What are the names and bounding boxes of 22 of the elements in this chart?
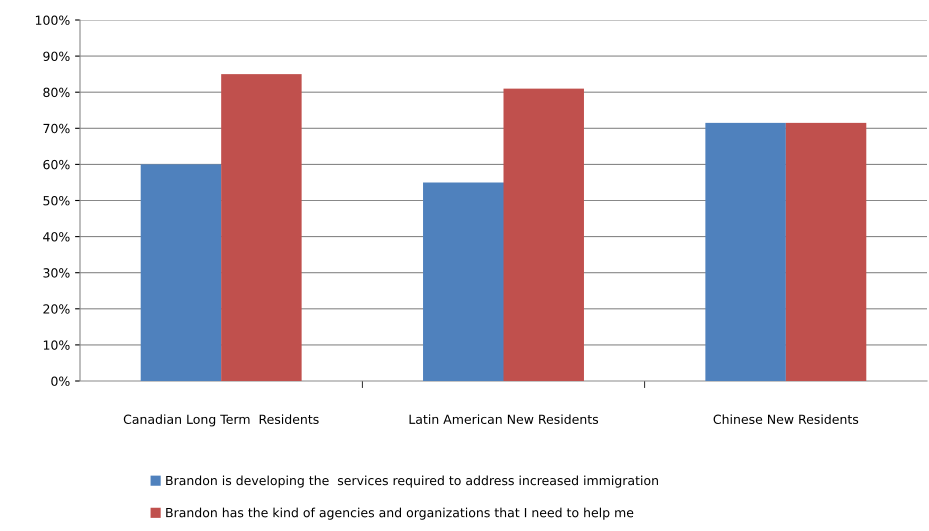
y-tick-label: 10% [44, 340, 70, 350]
y-tick-label: 20% [43, 304, 70, 314]
y-tick-label: 30% [43, 268, 70, 278]
x-tick-label: Canadian Long Term Residents [124, 414, 319, 426]
y-tick-label: 100% [36, 15, 70, 25]
y-tick-label: 60% [43, 160, 70, 170]
bar [786, 122, 866, 381]
y-tick-label: 50% [43, 196, 70, 206]
x-tick-label: Chinese New Residents [714, 414, 858, 424]
x-tick-label: Latin American New Residents [410, 414, 598, 424]
y-tick-label: 0% [51, 376, 70, 386]
legend-label: Brandon has the kind of agencies and organizations that I need to help me [166, 508, 634, 520]
legend-label: Brandon is developing the services required to address increased immigration [166, 476, 658, 488]
y-tick-label: 70% [44, 124, 70, 134]
y-tick-label: 80% [43, 88, 70, 98]
bar [140, 164, 222, 381]
y-tick-label: 40% [43, 232, 70, 242]
bar [504, 88, 584, 381]
bar [423, 182, 504, 381]
y-tick-label: 90% [43, 52, 70, 62]
bar [221, 74, 302, 381]
bar [705, 122, 786, 381]
